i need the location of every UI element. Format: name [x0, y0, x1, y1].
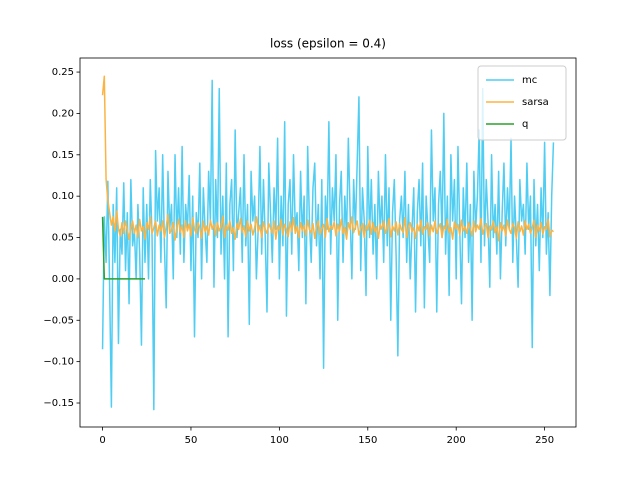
x-tick-label: 0 — [99, 435, 105, 446]
y-tick-label: 0.25 — [52, 67, 74, 78]
line-series — [101, 79, 555, 411]
x-tick-label: 200 — [447, 435, 466, 446]
y-tick-label: 0.00 — [52, 274, 74, 285]
legend-label: sarsa — [522, 97, 549, 108]
y-tick-label: 0.15 — [52, 150, 74, 161]
line-series — [101, 75, 554, 242]
legend-label: q — [522, 119, 528, 130]
axes-frame — [79, 57, 577, 428]
y-tick-label: 0.20 — [52, 108, 74, 119]
y-tick-label: −0.10 — [43, 357, 74, 368]
y-tick-label: −0.05 — [43, 315, 74, 326]
x-tick-label: 50 — [185, 435, 198, 446]
y-tick-label: 0.05 — [52, 233, 74, 244]
legend-box — [477, 65, 567, 141]
y-tick-label: 0.10 — [52, 191, 74, 202]
legend-label: mc — [522, 75, 537, 86]
x-tick-label: 250 — [535, 435, 554, 446]
x-tick-label: 150 — [358, 435, 377, 446]
line-series — [101, 216, 145, 280]
y-tick-label: −0.15 — [43, 398, 74, 409]
plot-area — [101, 75, 555, 411]
chart-title: loss (epsilon = 0.4) — [270, 37, 386, 51]
x-tick-label: 100 — [270, 435, 289, 446]
